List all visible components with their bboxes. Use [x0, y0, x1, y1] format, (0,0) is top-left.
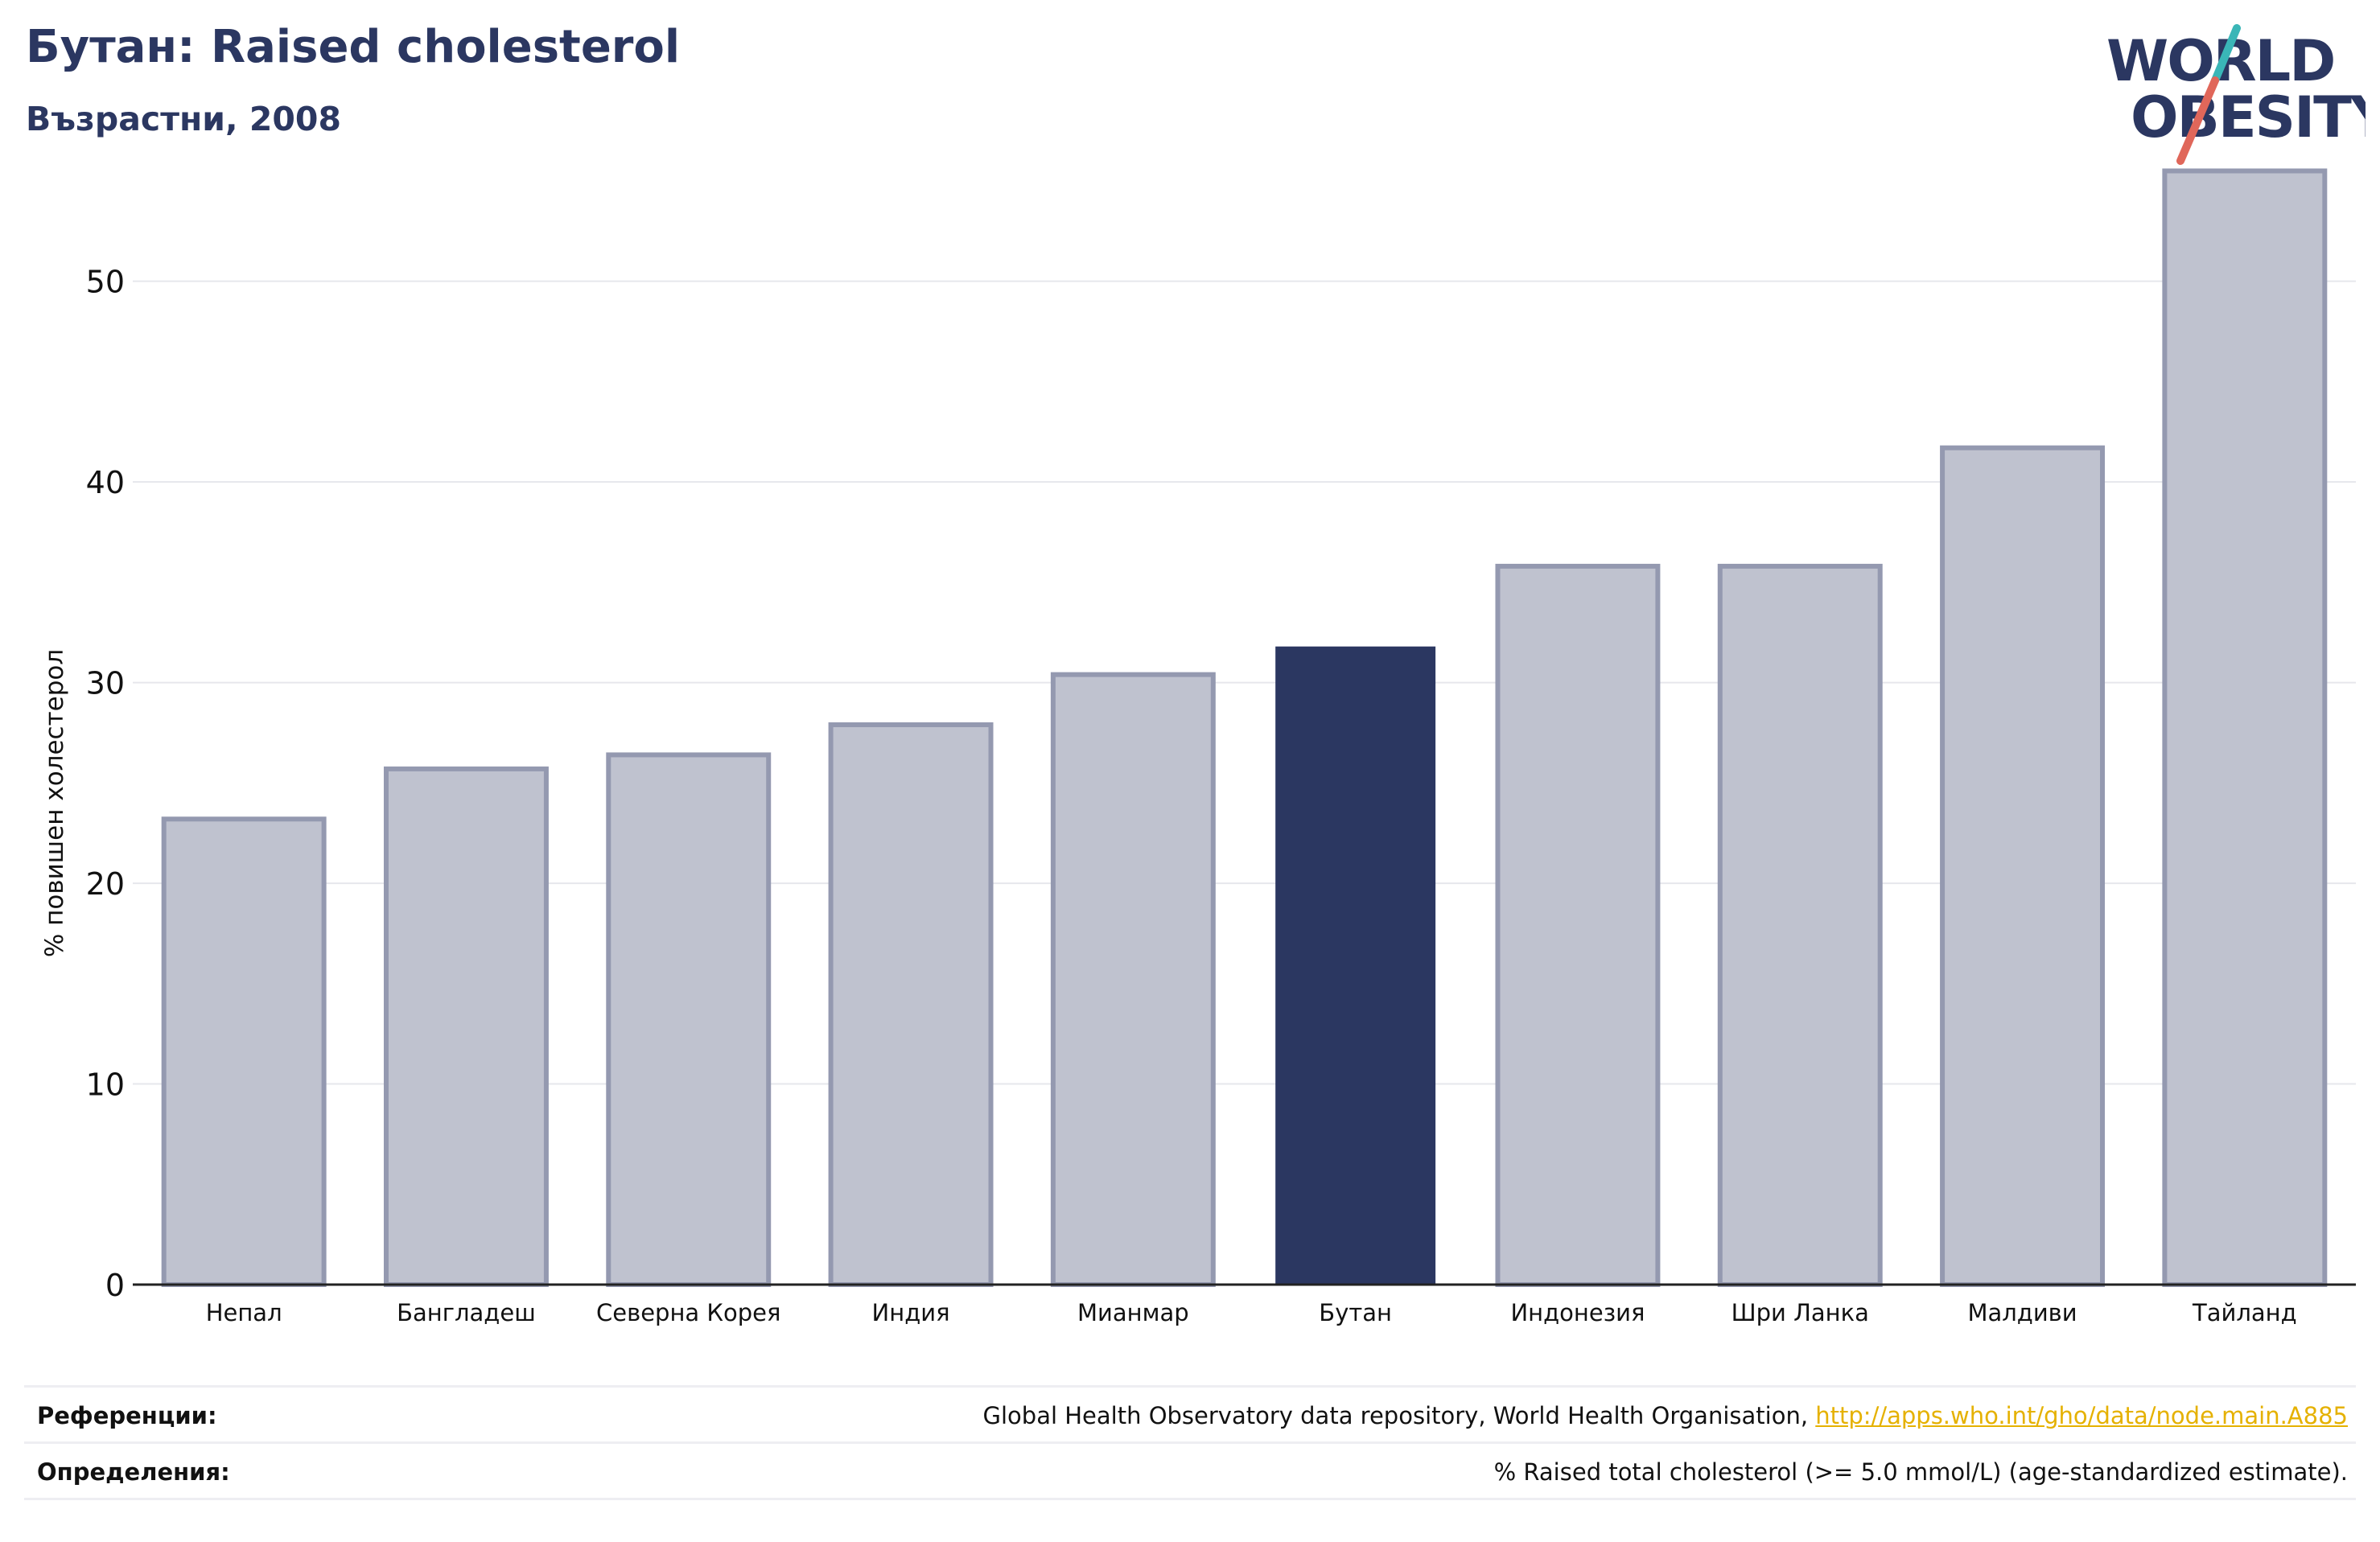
y-tick-label: 40 [86, 465, 125, 500]
world-obesity-logo: WORLD OBESITY [2106, 24, 2366, 165]
bar [383, 766, 549, 1287]
x-tick-label: Тайланд [2192, 1299, 2297, 1326]
y-tick-label: 10 [86, 1067, 125, 1103]
footer-bottom-divider [24, 1498, 2356, 1500]
logo-slash-teal [2211, 24, 2241, 84]
definitions-row: Определения: % Raised total cholesterol … [24, 1441, 2356, 1500]
logo-slash-coral [2176, 76, 2219, 165]
chart-subtitle: Възрастни, 2008 [26, 100, 341, 138]
x-tick-label: Бутан [1319, 1299, 1392, 1326]
bars [161, 168, 2328, 1288]
x-tick-label: Индонезия [1510, 1299, 1645, 1326]
bar [1940, 445, 2106, 1288]
references-value: Global Health Observatory data repositor… [983, 1402, 2348, 1429]
y-tick-label: 0 [105, 1268, 125, 1303]
bar [606, 752, 772, 1287]
x-tick-label: Непал [206, 1299, 282, 1326]
bar [2162, 168, 2328, 1287]
y-tick-label: 20 [86, 866, 125, 902]
x-tick-label: Шри Ланка [1731, 1299, 1869, 1326]
y-axis-label: % повишен холестерол [40, 649, 69, 957]
x-tick-label: Северна Корея [596, 1299, 780, 1326]
x-tick-label: Малдиви [1967, 1299, 2077, 1326]
chart-title: Бутан: Raised cholesterol [26, 21, 681, 73]
y-tick-label: 50 [86, 265, 125, 300]
definitions-value: % Raised total cholesterol (>= 5.0 mmol/… [1493, 1458, 2348, 1486]
x-tick-label: Мианмар [1077, 1299, 1189, 1326]
bar [1717, 563, 1883, 1287]
references-text: Global Health Observatory data repositor… [982, 1402, 1816, 1429]
definitions-label: Определения: [37, 1458, 230, 1486]
references-link[interactable]: http://apps.who.int/gho/data/node.main.A… [1815, 1402, 2348, 1429]
y-tick-label: 30 [86, 666, 125, 701]
references-row: Референции: Global Health Observatory da… [24, 1385, 2356, 1444]
references-label: Референции: [37, 1402, 217, 1429]
logo-word-obesity: OBESITY [2131, 84, 2366, 150]
bar [1050, 672, 1216, 1287]
x-tick-label: Индия [872, 1299, 950, 1326]
bar [828, 722, 994, 1287]
bar [161, 816, 327, 1287]
y-tick-labels: 0 10 20 30 40 50 [86, 265, 125, 1303]
bar [1275, 646, 1436, 1285]
bar [1495, 563, 1661, 1287]
bar-chart: 0 10 20 30 40 50 Непал Бангладеш Северна Корея И… [40, 168, 2356, 1326]
x-tick-labels: Непал Бангладеш Северна Корея Индия Мианмар Б… [206, 1299, 2297, 1326]
x-tick-label: Бангладеш [397, 1299, 536, 1326]
